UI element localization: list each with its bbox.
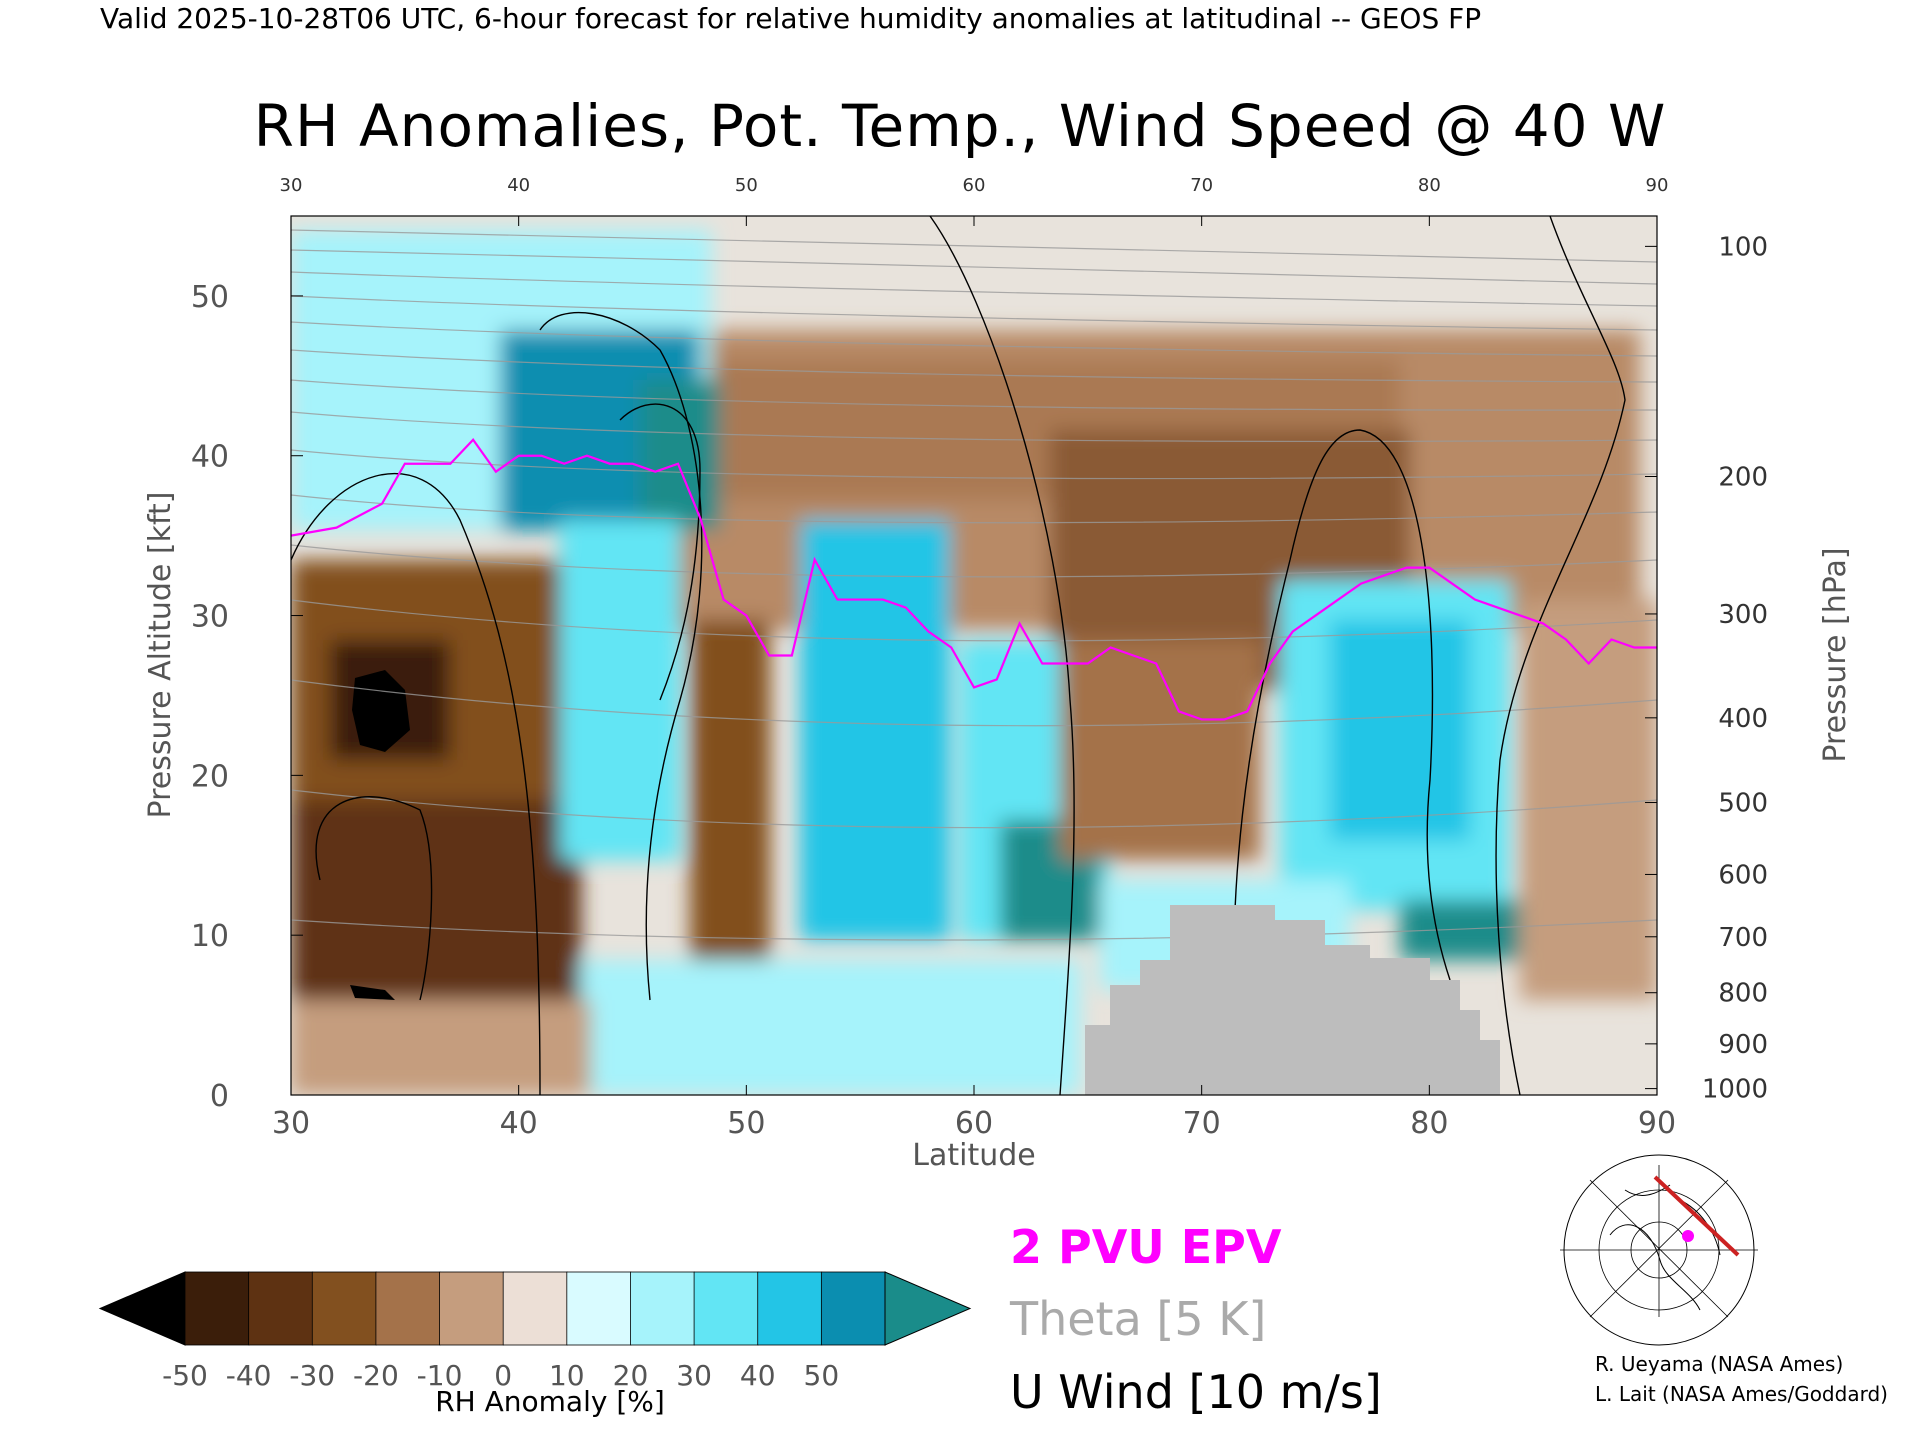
colorbar-under-arrow [98,1271,186,1346]
colorbar-tick-label: -30 [289,1359,335,1392]
colorbar-segment [630,1271,695,1346]
colorbar-label: RH Anomaly [%] [435,1385,665,1418]
x-tick-label: 80 [1410,1106,1448,1141]
theta-contours [291,229,1657,941]
y-tick-label: 50 [191,280,229,315]
inset-map [1560,1154,1758,1346]
pressure-tick-label: 1000 [1702,1075,1768,1105]
colorbar-segment [311,1271,377,1346]
x-axis-top: 30 40 50 60 70 80 90 [280,175,1669,226]
y-axis-right-label: Pressure [hPa] [1818,547,1853,762]
pressure-tick-label: 600 [1718,860,1768,890]
colorbar-segment [566,1271,632,1346]
colorbar-tick-label: 30 [676,1359,712,1392]
y-axis-label: Pressure Altitude [kft] [143,492,178,819]
legend-u-wind: U Wind [10 m/s] [1010,1365,1382,1419]
legend-theta: Theta [5 K] [1010,1292,1267,1346]
x-top-tick-label: 70 [1190,175,1213,196]
colorbar-tick-label: -50 [162,1359,208,1392]
x-axis-label: Latitude [912,1138,1035,1173]
x-top-tick-label: 90 [1646,175,1669,196]
colorbar-tick-label: -20 [353,1359,399,1392]
chart-title: RH Anomalies, Pot. Temp., Wind Speed @ 4… [253,92,1667,160]
pressure-tick-label: 100 [1718,232,1768,262]
x-top-tick-label: 60 [963,175,986,196]
y-axis-right-pressure: 100 200 300 400 500 600 700 800 900 1000 [1645,232,1768,1105]
rh-field [291,216,1657,1095]
colorbar: -50 -40 -30 -20 -10 0 10 20 30 40 50 [98,1271,972,1392]
y-tick-label: 40 [191,440,229,475]
terrain-mask [1085,905,1500,1095]
colorbar-segment [439,1271,505,1346]
x-top-tick-label: 40 [507,175,530,196]
colorbar-segment [757,1271,823,1346]
x-tick-label: 40 [500,1106,538,1141]
x-top-tick-label: 30 [280,175,303,196]
colorbar-segment [820,1271,886,1346]
x-tick-label: 60 [955,1106,993,1141]
x-top-tick-label: 80 [1418,175,1441,196]
y-axis-left: 0 10 20 30 40 50 [191,280,303,1114]
colorbar-tick-label: -40 [226,1359,272,1392]
y-tick-label: 30 [191,600,229,635]
pressure-tick-label: 900 [1718,1030,1768,1060]
x-axis-bottom: 30 40 50 60 70 80 90 [272,1085,1676,1141]
legend-epv: 2 PVU EPV [1010,1220,1282,1274]
header-text: Valid 2025-10-28T06 UTC, 6-hour forecast… [100,2,1482,35]
pressure-tick-label: 300 [1718,600,1768,630]
colorbar-segment [693,1271,759,1346]
colorbar-segment [375,1271,441,1346]
x-tick-label: 50 [727,1106,765,1141]
colorbar-tick-label: 50 [804,1359,840,1392]
credit-line-2: L. Lait (NASA Ames/Goddard) [1595,1382,1888,1406]
y-tick-label: 0 [210,1079,229,1114]
colorbar-tick-label: 20 [613,1359,649,1392]
pressure-tick-label: 500 [1718,789,1768,819]
colorbar-segment [502,1271,568,1346]
y-tick-label: 20 [191,759,229,794]
colorbar-tick-label: 10 [549,1359,585,1392]
colorbar-tick-label: 0 [494,1359,512,1392]
colorbar-tick-label: -10 [417,1359,463,1392]
credit-line-1: R. Ueyama (NASA Ames) [1595,1352,1844,1376]
colorbar-over-arrow [884,1271,972,1346]
pressure-tick-label: 700 [1718,923,1768,953]
x-tick-label: 90 [1638,1106,1676,1141]
pressure-tick-label: 800 [1718,979,1768,1009]
colorbar-segment [184,1271,250,1346]
colorbar-segment [248,1271,314,1346]
x-top-tick-label: 50 [735,175,758,196]
y-tick-label: 10 [191,919,229,954]
x-tick-label: 70 [1183,1106,1221,1141]
colorbar-tick-label: 40 [740,1359,776,1392]
u-wind-contours [291,216,1626,1095]
x-tick-label: 30 [272,1106,310,1141]
pressure-tick-label: 200 [1718,463,1768,493]
epv-2pvu-line [291,438,1657,721]
pressure-tick-label: 400 [1718,704,1768,734]
